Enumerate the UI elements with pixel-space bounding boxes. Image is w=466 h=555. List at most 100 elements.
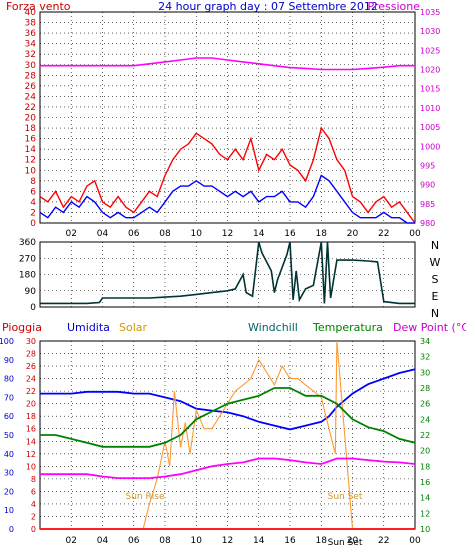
temperature-axis-tick: 32 — [420, 353, 430, 362]
temperature-axis-tick: 30 — [420, 368, 430, 377]
x-tick-top: 22 — [378, 229, 389, 239]
temperature-label: Temperatura — [312, 321, 383, 334]
axes-layer: 0246810121416182022242628303234363840980… — [0, 8, 440, 546]
x-tick-bottom: 04 — [97, 536, 109, 546]
solar-label: Solar — [119, 321, 148, 334]
compass-n-bottom: N — [431, 307, 439, 320]
wind-axis-tick: 36 — [25, 29, 37, 39]
sunrise-annotation: Sun Rise — [126, 492, 165, 502]
x-tick-top: 12 — [222, 229, 233, 239]
pressure-axis-tick: 1010 — [420, 104, 440, 113]
compass-n-top: N — [431, 239, 439, 252]
wind-axis-tick: 40 — [25, 8, 37, 18]
x-tick-top: 16 — [284, 229, 296, 239]
rain-axis-tick: 100 — [0, 337, 14, 346]
wind-axis-tick: 26 — [25, 82, 37, 92]
temperature-axis-tick: 10 — [420, 525, 430, 534]
temperature-axis-tick: 28 — [420, 384, 430, 393]
wind-axis-tick: 18 — [25, 124, 37, 134]
series-wind-direction — [40, 241, 415, 305]
wind-axis-tick: 28 — [25, 71, 37, 81]
rain-axis-tick: 90 — [4, 356, 14, 365]
wind-force-label: Forza vento — [6, 0, 71, 13]
series-temperatura — [40, 387, 416, 448]
series-solar — [40, 340, 415, 530]
x-tick-top: 14 — [253, 229, 265, 239]
series-umidita — [40, 368, 416, 431]
grid-layer — [40, 12, 416, 529]
wind-axis-tick: 8 — [30, 177, 36, 187]
solar-axis-tick: 26 — [26, 362, 36, 371]
x-tick-bottom: 18 — [316, 536, 328, 546]
wind-axis-tick: 34 — [25, 40, 37, 50]
rain-label: Pioggia — [2, 321, 42, 334]
series-forza-vento-media — [39, 174, 415, 224]
compass-s: S — [432, 273, 439, 286]
solar-axis-tick: 2 — [31, 512, 36, 521]
x-tick-top: 10 — [191, 229, 203, 239]
rain-axis-tick: 0 — [9, 525, 14, 534]
wind-axis-tick: 24 — [25, 92, 37, 102]
wind-axis-tick: 4 — [30, 198, 36, 208]
rain-axis-tick: 60 — [4, 412, 14, 421]
solar-axis-tick: 6 — [31, 487, 36, 496]
pressure-axis-tick: 1000 — [420, 142, 440, 151]
sunset-annotation: Sun Set — [328, 492, 363, 502]
solar-axis-tick: 22 — [26, 387, 36, 396]
wind-axis-tick: 16 — [25, 135, 37, 145]
direction-axis-tick: 270 — [19, 254, 36, 264]
x-tick-bottom: 14 — [253, 536, 265, 546]
temperature-axis-tick: 16 — [420, 478, 430, 487]
wind-axis-tick: 2 — [30, 208, 36, 218]
wind-axis-tick: 10 — [25, 166, 37, 176]
solar-axis-tick: 14 — [26, 437, 36, 446]
solar-axis-tick: 30 — [26, 337, 36, 346]
wind-axis-tick: 12 — [25, 156, 36, 166]
solar-axis-tick: 12 — [26, 450, 36, 459]
dewpoint-label: Dew Point (°C) — [393, 321, 466, 334]
solar-axis-tick: 8 — [31, 475, 36, 484]
pressure-axis-tick: 1020 — [420, 66, 440, 75]
temperature-axis-tick: 12 — [420, 509, 430, 518]
x-tick-top: 04 — [97, 229, 109, 239]
rain-axis-tick: 20 — [4, 487, 14, 496]
rain-axis-tick: 10 — [4, 506, 14, 515]
pressure-axis-tick: 1005 — [420, 123, 440, 132]
temperature-axis-tick: 20 — [420, 447, 430, 456]
solar-axis-tick: 16 — [26, 425, 36, 434]
wind-axis-tick: 32 — [25, 50, 36, 60]
temperature-axis-tick: 22 — [420, 431, 430, 440]
direction-axis-tick: 360 — [19, 238, 36, 248]
temperature-axis-tick: 18 — [420, 462, 430, 471]
wind-axis-tick: 0 — [30, 219, 36, 229]
x-tick-top: 20 — [347, 229, 359, 239]
pressure-label: Pressione — [368, 0, 421, 13]
solar-axis-tick: 4 — [31, 500, 36, 509]
pressure-axis-tick: 1035 — [420, 8, 440, 17]
pressure-axis-tick: 1015 — [420, 85, 440, 94]
windchill-label: Windchill — [248, 321, 298, 334]
x-tick-bottom: 08 — [159, 536, 171, 546]
x-tick-top: 00 — [409, 229, 421, 239]
temperature-axis-tick: 14 — [420, 494, 430, 503]
rain-axis-tick: 50 — [4, 431, 14, 440]
pressure-axis-tick: 995 — [420, 161, 435, 170]
x-tick-top: 02 — [66, 229, 77, 239]
solar-axis-tick: 10 — [26, 462, 36, 471]
wind-axis-tick: 30 — [25, 61, 37, 71]
solar-axis-tick: 24 — [26, 375, 36, 384]
rain-axis-tick: 40 — [4, 450, 14, 459]
x-tick-top: 06 — [128, 229, 140, 239]
rain-axis-tick: 70 — [4, 393, 14, 402]
wind-axis-tick: 22 — [25, 103, 36, 113]
direction-axis-tick: 0 — [30, 303, 36, 313]
solar-axis-tick: 20 — [26, 400, 36, 409]
x-tick-top: 08 — [159, 229, 171, 239]
wind-axis-tick: 14 — [25, 145, 37, 155]
x-tick-bottom: 06 — [128, 536, 140, 546]
compass-w: W — [430, 256, 441, 269]
wind-axis-tick: 38 — [25, 19, 37, 29]
pressure-axis-tick: 980 — [420, 219, 435, 228]
